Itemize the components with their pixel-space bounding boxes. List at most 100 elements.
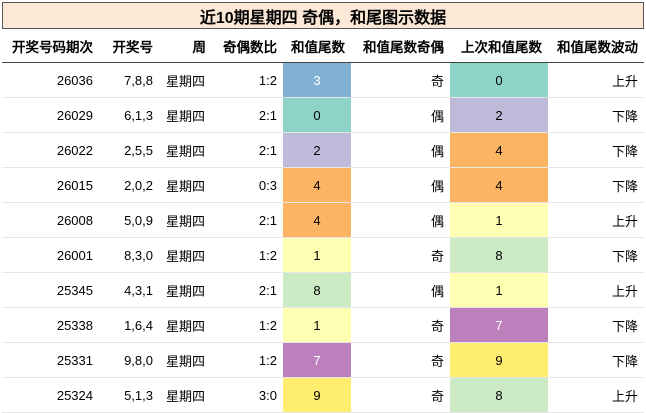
cell-issue: 25338 <box>2 307 99 343</box>
table-row: 26036 7,8,8 星期四 1:2 3 奇 0 上升 <box>2 62 644 98</box>
cell-tail: 4 <box>283 167 351 203</box>
cell-ratio: 1:2 <box>212 237 283 273</box>
cell-prev-tail: 1 <box>450 202 548 238</box>
cell-tail: 8 <box>283 272 351 308</box>
col-header-numbers: 开奖号 <box>99 29 159 63</box>
cell-tail: 9 <box>283 377 351 413</box>
cell-parity: 偶 <box>351 272 450 308</box>
cell-weekday: 星期四 <box>159 237 212 273</box>
cell-parity: 偶 <box>351 132 450 168</box>
col-header-ratio: 奇偶数比 <box>212 29 283 63</box>
cell-weekday: 星期四 <box>159 62 212 98</box>
cell-numbers: 2,0,2 <box>99 167 159 203</box>
table-row: 25338 1,6,4 星期四 1:2 1 奇 7 下降 <box>2 307 644 343</box>
cell-ratio: 1:2 <box>212 342 283 378</box>
cell-parity: 奇 <box>351 237 450 273</box>
cell-numbers: 9,8,0 <box>99 342 159 378</box>
cell-numbers: 5,0,9 <box>99 202 159 238</box>
cell-ratio: 1:2 <box>212 307 283 343</box>
table-row: 25345 4,3,1 星期四 2:1 8 偶 1 上升 <box>2 272 644 308</box>
table-row: 25324 5,1,3 星期四 3:0 9 奇 8 上升 <box>2 377 644 413</box>
cell-weekday: 星期四 <box>159 342 212 378</box>
lottery-table: 开奖号码期次 开奖号 周 奇偶数比 和值尾数 和值尾数奇偶 上次和值尾数 和值尾… <box>2 29 644 413</box>
table-row: 26022 2,5,5 星期四 2:1 2 偶 4 下降 <box>2 132 644 168</box>
table-row: 25331 9,8,0 星期四 1:2 7 奇 9 下降 <box>2 342 644 378</box>
cell-tail: 0 <box>283 97 351 133</box>
cell-numbers: 1,6,4 <box>99 307 159 343</box>
cell-weekday: 星期四 <box>159 202 212 238</box>
cell-weekday: 星期四 <box>159 272 212 308</box>
cell-trend: 下降 <box>548 237 644 273</box>
cell-prev-tail: 9 <box>450 342 548 378</box>
cell-weekday: 星期四 <box>159 97 212 133</box>
cell-issue: 25345 <box>2 272 99 308</box>
cell-trend: 下降 <box>548 167 644 203</box>
cell-parity: 奇 <box>351 62 450 98</box>
cell-ratio: 2:1 <box>212 97 283 133</box>
cell-prev-tail: 8 <box>450 237 548 273</box>
cell-ratio: 2:1 <box>212 202 283 238</box>
cell-parity: 奇 <box>351 342 450 378</box>
cell-numbers: 4,3,1 <box>99 272 159 308</box>
cell-prev-tail: 1 <box>450 272 548 308</box>
table-title: 近10期星期四 奇偶，和尾图示数据 <box>2 2 644 29</box>
cell-issue: 25324 <box>2 377 99 413</box>
cell-issue: 26022 <box>2 132 99 168</box>
cell-tail: 7 <box>283 342 351 378</box>
col-header-parity: 和值尾数奇偶 <box>351 29 450 63</box>
col-header-tail: 和值尾数 <box>283 29 351 63</box>
cell-issue: 26008 <box>2 202 99 238</box>
col-header-issue: 开奖号码期次 <box>2 29 99 63</box>
cell-weekday: 星期四 <box>159 167 212 203</box>
cell-tail: 3 <box>283 62 351 98</box>
cell-numbers: 2,5,5 <box>99 132 159 168</box>
table-row: 26029 6,1,3 星期四 2:1 0 偶 2 下降 <box>2 97 644 133</box>
cell-numbers: 8,3,0 <box>99 237 159 273</box>
cell-tail: 4 <box>283 202 351 238</box>
cell-trend: 下降 <box>548 97 644 133</box>
col-header-weekday: 周 <box>159 29 212 63</box>
cell-prev-tail: 8 <box>450 377 548 413</box>
cell-parity: 奇 <box>351 307 450 343</box>
table-row: 26001 8,3,0 星期四 1:2 1 奇 8 下降 <box>2 237 644 273</box>
cell-ratio: 3:0 <box>212 377 283 413</box>
col-header-trend: 和值尾数波动 <box>548 29 644 63</box>
cell-parity: 偶 <box>351 202 450 238</box>
cell-trend: 下降 <box>548 307 644 343</box>
cell-numbers: 5,1,3 <box>99 377 159 413</box>
cell-parity: 偶 <box>351 97 450 133</box>
cell-tail: 1 <box>283 237 351 273</box>
cell-prev-tail: 2 <box>450 97 548 133</box>
cell-ratio: 2:1 <box>212 132 283 168</box>
cell-weekday: 星期四 <box>159 132 212 168</box>
cell-prev-tail: 7 <box>450 307 548 343</box>
cell-ratio: 2:1 <box>212 272 283 308</box>
cell-issue: 26001 <box>2 237 99 273</box>
cell-trend: 上升 <box>548 377 644 413</box>
cell-trend: 下降 <box>548 132 644 168</box>
cell-issue: 26036 <box>2 62 99 98</box>
cell-trend: 上升 <box>548 272 644 308</box>
cell-prev-tail: 4 <box>450 167 548 203</box>
cell-trend: 下降 <box>548 342 644 378</box>
cell-numbers: 6,1,3 <box>99 97 159 133</box>
cell-ratio: 0:3 <box>212 167 283 203</box>
table-row: 26008 5,0,9 星期四 2:1 4 偶 1 上升 <box>2 202 644 238</box>
cell-weekday: 星期四 <box>159 307 212 343</box>
cell-weekday: 星期四 <box>159 377 212 413</box>
cell-ratio: 1:2 <box>212 62 283 98</box>
cell-tail: 1 <box>283 307 351 343</box>
cell-trend: 上升 <box>548 202 644 238</box>
cell-issue: 25331 <box>2 342 99 378</box>
cell-numbers: 7,8,8 <box>99 62 159 98</box>
cell-parity: 奇 <box>351 377 450 413</box>
cell-trend: 上升 <box>548 62 644 98</box>
cell-issue: 26029 <box>2 97 99 133</box>
cell-prev-tail: 4 <box>450 132 548 168</box>
cell-prev-tail: 0 <box>450 62 548 98</box>
cell-issue: 26015 <box>2 167 99 203</box>
cell-parity: 偶 <box>351 167 450 203</box>
col-header-prev-tail: 上次和值尾数 <box>450 29 548 63</box>
cell-tail: 2 <box>283 132 351 168</box>
